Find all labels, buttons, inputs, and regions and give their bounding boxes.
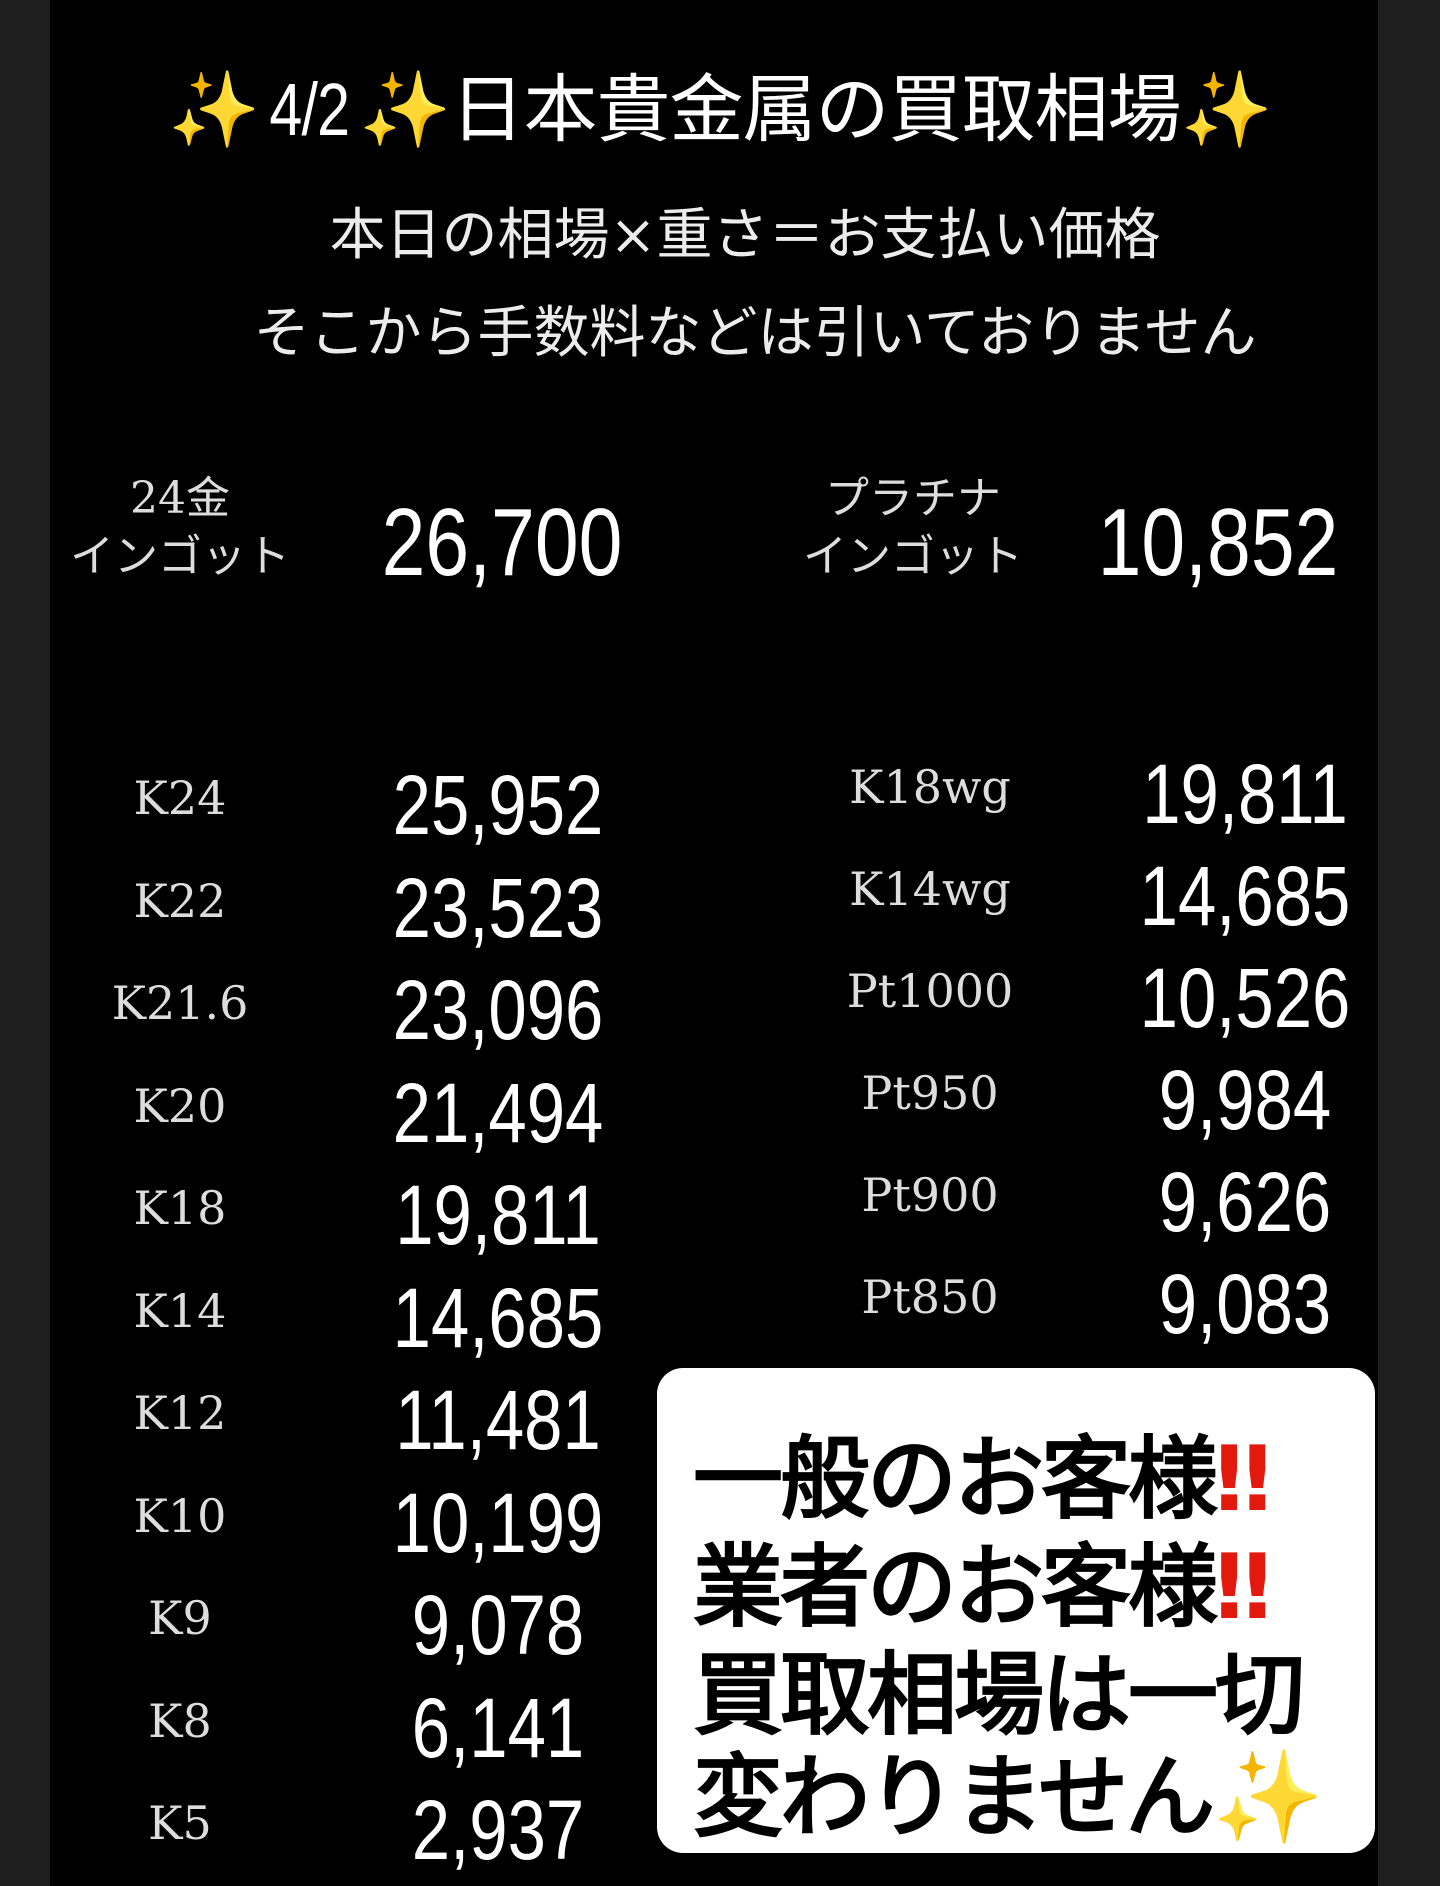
notice-line-4: 変わりません✨: [693, 1724, 1324, 1854]
metal-price: 9,626: [1158, 1155, 1332, 1249]
metal-price: 10,199: [392, 1475, 604, 1570]
metal-price: 2,937: [411, 1783, 585, 1877]
ingot-label-bottom: インゴット: [803, 531, 1023, 582]
notice-line-1: 一般のお客様‼: [693, 1406, 1271, 1536]
metal-price: 9,078: [411, 1578, 585, 1672]
page-title: ✨ 4/2 ✨日本貴金属の買取相場✨: [168, 50, 1273, 157]
metal-price: 9,083: [1158, 1257, 1332, 1351]
metal-grade-label: Pt850: [861, 1270, 999, 1324]
metal-price: 23,096: [392, 963, 604, 1057]
metal-grade-label: K20: [133, 1078, 227, 1133]
notice-box: 一般のお客様‼ 業者のお客様‼ 買取相場は一切 変わりません✨: [657, 1368, 1375, 1853]
metal-price: 9,984: [1158, 1053, 1332, 1147]
metal-grade-label: K14: [133, 1283, 227, 1338]
ingot-label-gold: 24金 インゴット: [70, 470, 290, 586]
notice-text: 業者のお客様: [693, 1535, 1218, 1640]
exclamation-icon: ‼: [1215, 1535, 1271, 1640]
metal-price: 19,811: [395, 1168, 601, 1262]
exclamation-icon: ‼: [1215, 1427, 1271, 1532]
sparkles-icon: ✨: [359, 67, 451, 153]
metal-grade-label: K18: [133, 1181, 227, 1235]
metal-grade-label: K9: [148, 1591, 212, 1645]
sparkles-icon: ✨: [1212, 1745, 1324, 1850]
ingot-label-bottom: インゴット: [70, 531, 290, 582]
metal-price: 19,811: [1142, 747, 1348, 841]
metal-price: 6,141: [411, 1680, 585, 1775]
metal-grade-label: K22: [133, 873, 227, 928]
metal-grade-label: K24: [133, 771, 227, 825]
notice-line-2: 業者のお客様‼: [693, 1514, 1271, 1644]
metal-grade-label: Pt900: [861, 1168, 999, 1222]
notice-text: 一般のお客様: [693, 1427, 1218, 1532]
metal-grade-label: K18wg: [849, 760, 1011, 814]
metal-price: 23,523: [392, 860, 604, 955]
date: 4/2: [269, 68, 350, 151]
sparkles-icon: ✨: [1180, 67, 1273, 153]
ingot-label-top: プラチナ: [825, 473, 1001, 524]
metal-grade-label: K12: [133, 1386, 227, 1440]
metal-price: 14,685: [1139, 849, 1351, 943]
metal-price: 14,685: [392, 1270, 604, 1365]
metal-price: 10,526: [1139, 951, 1351, 1045]
ingot-price-gold: 26,700: [381, 489, 623, 596]
metal-grade-label: K8: [148, 1693, 212, 1748]
metal-price: 21,494: [392, 1065, 604, 1160]
notice-line-3: 買取相場は一切: [693, 1643, 1305, 1748]
notice-text: 変わりません: [693, 1745, 1215, 1850]
metal-price: 25,952: [392, 758, 604, 852]
subtitle-line-1: 本日の相場×重さ＝お支払い価格: [329, 203, 1161, 268]
ingot-label-platinum: プラチナ インゴット: [803, 470, 1023, 586]
sparkles-icon: ✨: [168, 67, 260, 153]
ingot-label-top: 24金: [130, 473, 230, 524]
metal-grade-label: K5: [148, 1796, 212, 1850]
metal-grade-label: Pt1000: [846, 964, 1014, 1018]
metal-price: 11,481: [395, 1373, 601, 1467]
ingot-price-platinum: 10,852: [1097, 489, 1339, 596]
title-text: 日本貴金属の買取相場: [450, 67, 1182, 153]
metal-grade-label: K10: [133, 1488, 227, 1543]
metal-grade-label: K21.6: [111, 976, 249, 1030]
metal-grade-label: K14wg: [849, 862, 1011, 916]
subtitle-line-2: そこから手数料などは引いておりません: [253, 301, 1257, 366]
metal-grade-label: Pt950: [861, 1066, 999, 1120]
